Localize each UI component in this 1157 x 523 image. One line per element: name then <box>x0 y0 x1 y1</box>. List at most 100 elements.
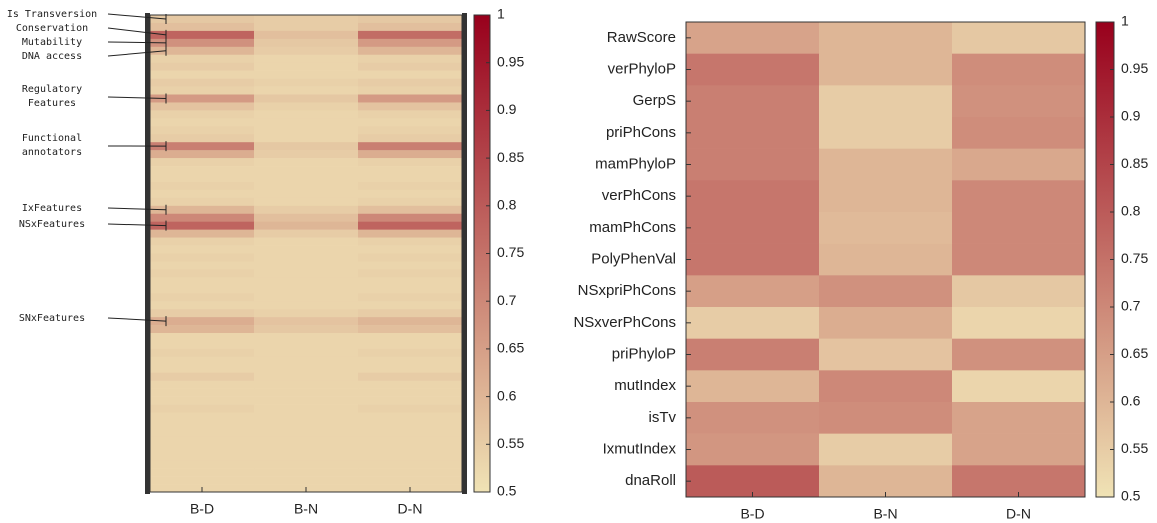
colorbar-tick-label: 0.5 <box>1121 488 1141 504</box>
annotation-label: NSxFeatures <box>19 219 85 230</box>
annotation-line <box>107 223 167 227</box>
heatmap-cell <box>150 333 255 342</box>
heatmap-cell <box>254 54 359 63</box>
heatmap-cell <box>358 348 463 358</box>
heatmap-cell <box>254 348 359 358</box>
heatmap-cell <box>819 402 953 434</box>
heatmap-cell <box>150 444 255 453</box>
heatmap-cell <box>686 180 820 213</box>
y-tick-label: GerpS <box>633 92 676 109</box>
heatmap-cell <box>358 46 463 56</box>
heatmap-cell <box>254 333 359 342</box>
heatmap-cell <box>952 148 1086 181</box>
heatmap-cell <box>358 460 463 469</box>
heatmap-cell <box>358 364 463 374</box>
heatmap-cell <box>358 356 463 366</box>
heatmap-cell <box>254 62 359 71</box>
annotation-label: DNA access <box>22 51 82 62</box>
heatmap-cell <box>150 102 255 111</box>
y-tick-label: RawScore <box>607 29 676 46</box>
heatmap-cell <box>358 372 463 381</box>
colorbar-tick-label: 0.8 <box>497 197 517 213</box>
heatmap-cell <box>254 245 359 254</box>
heatmap-cell <box>358 126 463 135</box>
heatmap-cell <box>254 460 359 469</box>
y-tick-label: NSxverPhCons <box>573 314 676 331</box>
y-tick-label: priPhCons <box>606 124 676 141</box>
heatmap-cell <box>358 340 463 350</box>
heatmap-cell <box>358 293 463 302</box>
annotation-label: SNxFeatures <box>19 313 85 324</box>
y-tick-label: NSxpriPhCons <box>578 282 676 299</box>
heatmap-cell <box>150 189 255 199</box>
heatmap-cell <box>254 189 359 199</box>
heatmap-cell <box>150 197 255 207</box>
heatmap-cell <box>819 85 953 118</box>
heatmap-cell <box>254 78 359 87</box>
heatmap-cell <box>358 213 463 222</box>
heatmap-cell <box>150 412 255 421</box>
heatmap-cell <box>358 277 463 286</box>
heatmap-cell <box>358 221 463 230</box>
heatmap-cell <box>254 38 359 48</box>
colorbar-tick-label: 0.7 <box>1121 298 1141 314</box>
heatmap-cell <box>254 22 359 32</box>
annotation-label: Regulatory <box>22 84 82 95</box>
heatmap-cell <box>254 126 359 135</box>
heatmap-cell <box>150 54 255 63</box>
heatmap-cell <box>952 85 1086 118</box>
heatmap-cell <box>254 388 359 397</box>
heatmap-cell <box>358 380 463 389</box>
heatmap-cell <box>819 53 953 86</box>
annotation-label: annotators <box>22 147 82 158</box>
heatmap-cell <box>358 134 463 143</box>
heatmap-cell <box>150 174 255 183</box>
heatmap-cell <box>686 85 820 118</box>
heatmap-cell <box>952 402 1086 434</box>
heatmap-cell <box>358 309 463 318</box>
annotation-line <box>107 317 167 322</box>
heatmap-cell <box>358 158 463 167</box>
heatmap-cell <box>150 404 255 413</box>
heatmap-cell <box>254 181 359 191</box>
annotation-label: Functional <box>22 133 82 144</box>
right-edge <box>462 13 467 494</box>
heatmap-cell <box>150 118 255 127</box>
heatmap-cell <box>358 94 463 103</box>
heatmap-cell <box>254 452 359 461</box>
heatmap-cell <box>952 338 1086 371</box>
heatmap-cell <box>952 433 1086 466</box>
heatmap-cell <box>254 253 359 262</box>
x-tick-label: B-D <box>190 501 214 517</box>
heatmap-cell <box>358 70 463 79</box>
heatmap-cell <box>358 62 463 71</box>
heatmap-cell <box>254 30 359 40</box>
heatmap-cell <box>150 150 255 159</box>
heatmap-cell <box>358 237 463 246</box>
heatmap-cell <box>358 261 463 270</box>
y-tick-label: mamPhCons <box>589 219 676 236</box>
heatmap-cell <box>150 205 255 215</box>
heatmap-cell <box>150 126 255 135</box>
heatmap-cell <box>254 102 359 111</box>
heatmap-cell <box>952 370 1086 403</box>
heatmap-cell <box>819 433 953 466</box>
heatmap-cell <box>254 269 359 278</box>
y-tick-label: priPhyloP <box>612 345 676 362</box>
y-tick-label: verPhCons <box>602 187 676 204</box>
heatmap-cell <box>150 428 255 437</box>
heatmap-cell <box>952 307 1086 339</box>
heatmap-cell <box>358 78 463 87</box>
heatmap-cell <box>254 380 359 389</box>
heatmap-cell <box>686 370 820 403</box>
heatmap-cell <box>358 15 463 24</box>
heatmap-cell <box>150 356 255 366</box>
annotation-label: Conservation <box>16 23 88 34</box>
colorbar-tick-label: 0.55 <box>497 435 524 451</box>
heatmap-cell <box>358 396 463 405</box>
heatmap-cell <box>686 307 820 339</box>
heatmap-cell <box>686 148 820 181</box>
x-tick-label: D-N <box>398 501 423 517</box>
heatmap-cell <box>150 309 255 318</box>
heatmap-cell <box>952 212 1086 244</box>
